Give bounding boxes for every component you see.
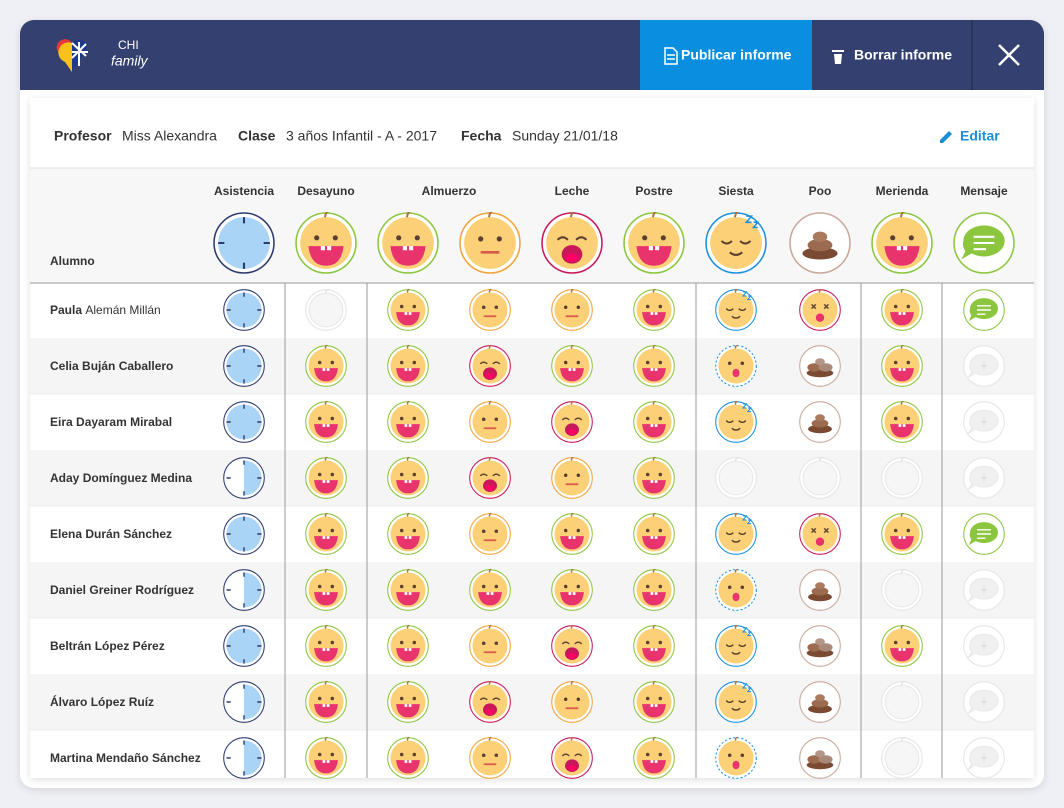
status-icon[interactable] xyxy=(223,345,265,387)
first-name: Daniel xyxy=(50,583,86,597)
status-icon[interactable] xyxy=(223,625,265,667)
status-icon[interactable] xyxy=(963,345,1005,387)
column-header: Siesta xyxy=(718,184,754,198)
first-name: Elena xyxy=(50,527,82,541)
status-icon[interactable] xyxy=(223,289,265,331)
column-header: Asistencia xyxy=(214,184,274,198)
surname: Buján Caballero xyxy=(82,359,173,373)
student-name: Eira Dayaram Mirabal xyxy=(50,415,172,429)
teacher-label: Profesor xyxy=(54,128,112,144)
first-name: Paula xyxy=(50,303,82,317)
status-icon[interactable] xyxy=(223,401,265,443)
surname: Domínguez Medina xyxy=(83,471,193,485)
student-name: Daniel Greiner Rodríguez xyxy=(50,583,194,597)
column-header: Poo xyxy=(809,184,832,198)
surname: Greiner Rodríguez xyxy=(89,583,194,597)
student-name: Álvaro López Ruíz xyxy=(50,694,154,709)
column-header: Merienda xyxy=(876,184,929,198)
teacher: Miss Alexandra xyxy=(122,128,217,144)
student-name: Aday Domínguez Medina xyxy=(50,471,192,485)
status-icon[interactable] xyxy=(881,569,923,611)
status-icon[interactable] xyxy=(223,681,265,723)
first-name: Martina xyxy=(50,751,93,765)
date-label: Fecha xyxy=(461,128,502,144)
surname: Mendaño Sánchez xyxy=(96,751,201,765)
first-name: Eira xyxy=(50,415,73,429)
close-button[interactable] xyxy=(998,44,1020,66)
student-name: Paula Alemán Millán xyxy=(50,303,161,317)
delete-label[interactable]: Borrar informe xyxy=(854,47,952,63)
status-icon[interactable] xyxy=(799,457,841,499)
publish-label[interactable]: Publicar informe xyxy=(681,47,792,63)
row-bg xyxy=(30,562,1034,618)
status-icon[interactable] xyxy=(799,345,841,387)
status-icon[interactable] xyxy=(799,569,841,611)
status-icon[interactable] xyxy=(715,457,757,499)
column-header: Mensaje xyxy=(960,184,1008,198)
logo-text: CHI xyxy=(118,38,139,52)
row-bg xyxy=(30,338,1034,394)
edit-button[interactable]: Editar xyxy=(960,128,1000,144)
surname: Dayaram Mirabal xyxy=(76,415,172,429)
status-icon[interactable] xyxy=(963,289,1005,331)
header-icon xyxy=(213,212,275,274)
student-name: Elena Durán Sánchez xyxy=(50,527,172,541)
status-icon[interactable] xyxy=(799,681,841,723)
status-icon[interactable] xyxy=(305,289,347,331)
header-icon xyxy=(789,212,851,274)
status-icon[interactable] xyxy=(963,737,1005,779)
status-icon[interactable] xyxy=(881,457,923,499)
student-header: Alumno xyxy=(50,254,95,268)
first-name: Álvaro xyxy=(50,694,87,709)
status-icon[interactable] xyxy=(799,625,841,667)
surname: Durán Sánchez xyxy=(85,527,172,541)
student-name: Celia Buján Caballero xyxy=(50,359,173,373)
header-icon xyxy=(953,212,1015,274)
status-icon[interactable] xyxy=(799,737,841,779)
status-icon[interactable] xyxy=(963,457,1005,499)
status-icon[interactable] xyxy=(881,681,923,723)
publish-button[interactable]: Publicar informe xyxy=(640,20,812,90)
edit-icon[interactable] xyxy=(940,131,952,143)
status-icon[interactable] xyxy=(223,457,265,499)
status-icon[interactable] xyxy=(223,569,265,611)
date: Sunday 21/01/18 xyxy=(512,128,618,144)
status-icon[interactable] xyxy=(963,513,1005,555)
surname: Alemán Millán xyxy=(85,303,160,317)
status-icon[interactable] xyxy=(223,513,265,555)
status-icon[interactable] xyxy=(963,625,1005,667)
row-bg xyxy=(30,450,1034,506)
class: 3 años Infantil - A - 2017 xyxy=(286,128,437,144)
status-icon[interactable] xyxy=(881,737,923,779)
column-header: Postre xyxy=(635,184,673,198)
column-header: Leche xyxy=(555,184,590,198)
column-header: Desayuno xyxy=(297,184,354,198)
table-header xyxy=(30,168,1034,283)
column-header: Almuerzo xyxy=(422,184,477,198)
student-name: Martina Mendaño Sánchez xyxy=(50,751,201,765)
logo-text: family xyxy=(111,53,149,69)
surname: López Pérez xyxy=(95,639,165,653)
status-icon[interactable] xyxy=(223,737,265,779)
surname: López Ruíz xyxy=(91,695,154,709)
row-bg xyxy=(30,674,1034,730)
logo: CHI family xyxy=(56,38,149,72)
first-name: Beltrán xyxy=(50,639,91,653)
status-icon[interactable] xyxy=(799,401,841,443)
student-name: Beltrán López Pérez xyxy=(50,639,165,653)
status-icon[interactable] xyxy=(963,401,1005,443)
status-icon[interactable] xyxy=(963,681,1005,723)
status-icon[interactable] xyxy=(963,569,1005,611)
delete-button[interactable]: Borrar informe xyxy=(832,47,952,64)
class-label: Clase xyxy=(238,128,276,144)
first-name: Celia xyxy=(50,359,79,373)
first-name: Aday xyxy=(50,471,80,485)
